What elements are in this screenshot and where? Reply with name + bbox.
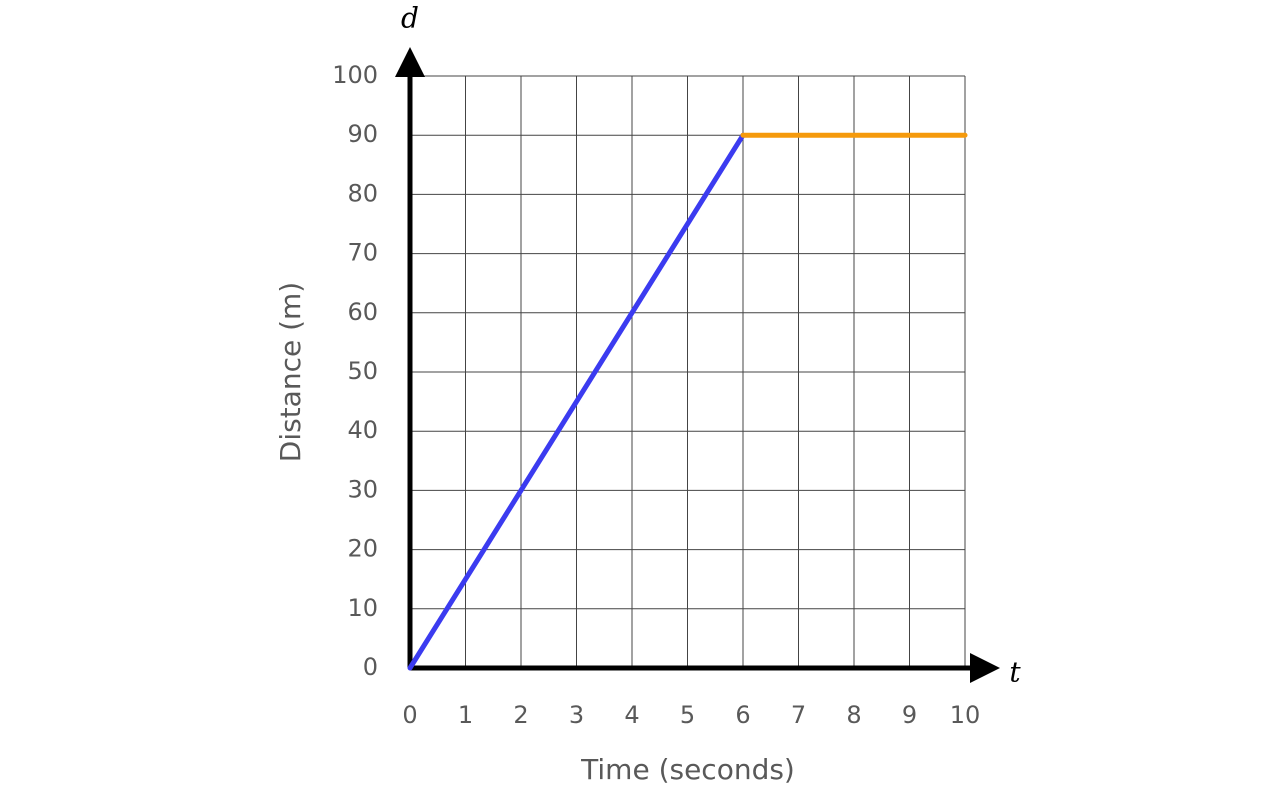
x-axis-label: Time (seconds)	[580, 753, 795, 786]
x-tick-label: 9	[902, 701, 917, 729]
y-tick-label: 100	[332, 61, 378, 89]
series	[407, 132, 968, 671]
x-tick-label: 6	[735, 701, 750, 729]
y-tick-label: 70	[347, 239, 378, 267]
x-tick-label: 3	[569, 701, 584, 729]
x-tick-label: 8	[846, 701, 861, 729]
data-line	[407, 132, 746, 671]
grid	[409, 75, 966, 669]
y-tick-label: 90	[347, 120, 378, 148]
y-axis-label: Distance (m)	[274, 282, 307, 462]
y-tick-label: 0	[363, 653, 378, 681]
x-tick-label: 0	[402, 701, 417, 729]
y-tick-label: 60	[347, 298, 378, 326]
x-tick-label: 2	[513, 701, 528, 729]
y-tick-label: 50	[347, 357, 378, 385]
x-tick-label: 10	[950, 701, 981, 729]
y-tick-label: 80	[347, 179, 378, 207]
y-tick-label: 40	[347, 416, 378, 444]
y-axis-symbol: d	[401, 2, 419, 35]
x-tick-label: 4	[624, 701, 639, 729]
y-tick-label: 20	[347, 535, 378, 563]
x-tick-label: 5	[680, 701, 695, 729]
x-tick-label: 7	[791, 701, 806, 729]
x-tick-label: 1	[458, 701, 473, 729]
x-axis-symbol: t	[1009, 656, 1021, 689]
y-tick-label: 10	[347, 594, 378, 622]
y-tick-label: 30	[347, 475, 378, 503]
